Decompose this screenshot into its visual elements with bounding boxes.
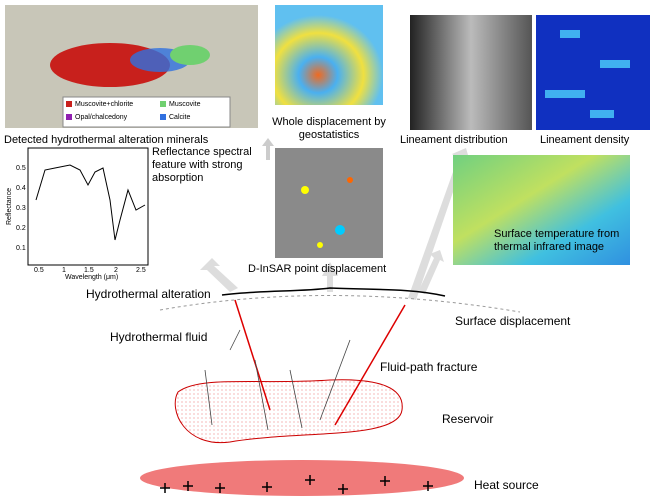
- displacement-map: [275, 5, 383, 105]
- caption: Surface temperature from thermal infrare…: [494, 228, 628, 254]
- tick-label: 0.4: [16, 185, 26, 193]
- axis-label: Wavelength (μm): [65, 274, 118, 282]
- mineral-area: [170, 45, 210, 65]
- label: Hydrothermal fluid: [110, 330, 207, 344]
- tick-label: 0.5: [16, 165, 26, 173]
- caption: D-InSAR point displacement: [248, 262, 386, 276]
- tick-label: 0.3: [16, 205, 26, 213]
- legend-item: Opal/chalcedony: [66, 114, 127, 122]
- spectrum-frame: [28, 148, 148, 265]
- caption: Lineament density: [540, 133, 629, 147]
- legend-item: Calcite: [160, 114, 190, 122]
- tick-label: 0.1: [16, 245, 26, 253]
- label: Fluid-path fracture: [380, 360, 477, 374]
- caption: Reflectance spectral feature with strong…: [152, 146, 252, 185]
- label: Hydrothermal alteration: [86, 287, 211, 301]
- lineament-map: [410, 15, 532, 130]
- caption: Whole displacement by geostatistics: [262, 116, 396, 142]
- legend-label: Muscovite: [169, 101, 201, 108]
- legend-item: Muscovite: [160, 101, 201, 109]
- displacement-line: [160, 295, 520, 312]
- tick-label: 2: [114, 267, 118, 275]
- reservoir: [175, 380, 402, 443]
- legend-item: Muscovite+chlorite: [66, 101, 133, 109]
- legend-label: Muscovite+chlorite: [75, 101, 133, 108]
- tick-label: 1.5: [84, 267, 94, 275]
- spectrum-curve: [36, 165, 145, 240]
- tick-label: 0.2: [16, 225, 26, 233]
- caption: Lineament distribution: [400, 133, 508, 147]
- label: Heat source: [474, 478, 539, 492]
- label: Reservoir: [442, 412, 493, 426]
- legend-label: Calcite: [169, 114, 190, 121]
- tick-label: 2.5: [136, 267, 146, 275]
- caption: Detected hydrothermal alteration mineral…: [4, 133, 208, 147]
- axis-label: Reflectance: [6, 188, 14, 225]
- tick-label: 0.5: [34, 267, 44, 275]
- page: Muscovite+chlorite Muscovite Opal/chalce…: [0, 0, 658, 499]
- legend-label: Opal/chalcedony: [75, 114, 127, 121]
- dinsar-map: [275, 148, 383, 258]
- label: Surface displacement: [455, 314, 570, 328]
- tick-label: 1: [62, 267, 66, 275]
